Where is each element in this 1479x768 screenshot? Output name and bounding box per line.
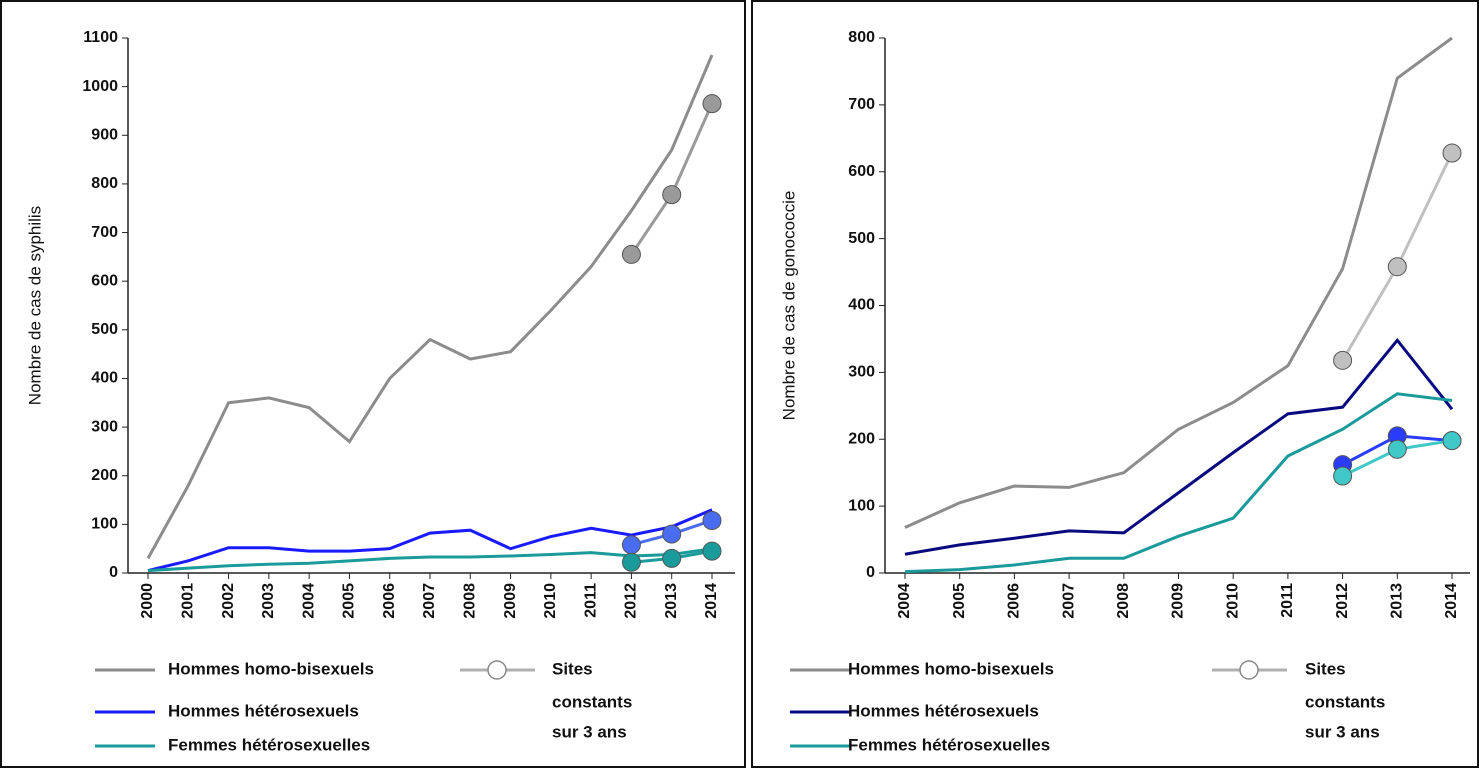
sites-point (662, 185, 682, 205)
x-tick-label: 2009 (502, 583, 519, 619)
x-tick-label: 2004 (300, 583, 317, 619)
x-tick-label: 2010 (542, 583, 559, 619)
legend-label: Hommes hétérosexuels (848, 701, 1039, 720)
sites-point (702, 510, 722, 530)
panel-border (751, 0, 1479, 768)
panel-border (0, 0, 746, 768)
x-tick-label: 2012 (1334, 583, 1351, 619)
y-tick-label: 1100 (83, 29, 118, 46)
x-tick-label: 2005 (341, 583, 358, 619)
x-tick-label: 2010 (1224, 583, 1241, 619)
series-line (146, 54, 714, 560)
y-tick-label: 200 (848, 430, 875, 447)
sites-point (621, 535, 641, 555)
legend-label: constants (1305, 692, 1385, 711)
x-tick-label: 2014 (703, 583, 720, 619)
legend-label: sur 3 ans (1305, 722, 1380, 741)
y-tick-label: 700 (91, 224, 118, 241)
y-tick-label: 100 (91, 516, 118, 533)
x-tick-label: 2007 (421, 583, 438, 619)
legend-marker (1239, 660, 1259, 680)
legend-label: Sites (1305, 659, 1346, 678)
x-tick-label: 2000 (139, 583, 156, 619)
x-tick-label: 2008 (1115, 583, 1132, 619)
sites-line (630, 103, 714, 256)
x-tick-label: 2013 (1389, 583, 1406, 619)
y-tick-label: 400 (91, 370, 118, 387)
sites-point (1333, 350, 1353, 370)
x-tick-label: 2003 (260, 583, 277, 619)
y-tick-label: 500 (848, 230, 875, 247)
x-tick-label: 2014 (1443, 583, 1460, 619)
legend-label: Hommes homo-bisexuels (168, 659, 374, 678)
x-tick-label: 2011 (1279, 583, 1296, 618)
y-axis-label: Nombre de cas de gonococcie (779, 191, 798, 421)
y-tick-label: 0 (866, 564, 875, 581)
y-axis-label: Nombre de cas de syphilis (25, 206, 44, 405)
sites-point (702, 94, 722, 114)
y-tick-label: 300 (848, 364, 875, 381)
legend-label: Hommes homo-bisexuels (848, 659, 1054, 678)
y-tick-label: 0 (109, 564, 118, 581)
y-tick-label: 400 (848, 297, 875, 314)
x-tick-label: 2001 (180, 583, 197, 619)
legend-label: constants (552, 692, 632, 711)
legend-label: sur 3 ans (552, 722, 627, 741)
x-tick-label: 2012 (623, 583, 640, 619)
y-tick-label: 200 (91, 467, 118, 484)
legend-label: Sites (552, 659, 593, 678)
sites-point (1333, 466, 1353, 486)
sites-point (621, 244, 641, 264)
sites-line (1341, 152, 1454, 362)
series-line (904, 36, 1453, 529)
legend-label: Femmes hétérosexuelles (168, 735, 370, 754)
sites-point (662, 524, 682, 544)
series-line (147, 547, 713, 573)
y-tick-label: 100 (848, 497, 875, 514)
sites-point (1442, 431, 1462, 451)
sites-point (662, 548, 682, 568)
sites-point (1387, 257, 1407, 277)
legend-label: Hommes hétérosexuels (168, 701, 359, 720)
y-tick-label: 600 (91, 272, 118, 289)
y-tick-label: 300 (91, 418, 118, 435)
x-tick-label: 2002 (220, 583, 237, 619)
x-tick-label: 2013 (663, 583, 680, 619)
x-tick-label: 2008 (462, 583, 479, 619)
y-tick-label: 900 (91, 126, 118, 143)
x-tick-label: 2006 (1006, 583, 1023, 619)
y-tick-label: 800 (848, 29, 875, 46)
x-tick-label: 2009 (1170, 583, 1187, 619)
y-tick-label: 800 (91, 175, 118, 192)
legend-label: Femmes hétérosexuelles (848, 735, 1050, 754)
series-line (904, 392, 1453, 574)
y-tick-label: 700 (848, 96, 875, 113)
y-tick-label: 1000 (82, 78, 118, 95)
x-tick-label: 2006 (381, 583, 398, 619)
sites-point (1442, 143, 1462, 163)
x-tick-label: 2007 (1060, 583, 1077, 619)
sites-point (702, 541, 722, 561)
sites-point (621, 552, 641, 572)
x-tick-label: 2005 (951, 583, 968, 619)
series-line (904, 337, 1454, 556)
y-tick-label: 500 (91, 321, 118, 338)
legend-marker (487, 660, 507, 680)
y-tick-label: 600 (848, 163, 875, 180)
sites-point (1387, 439, 1407, 459)
series-line (147, 508, 713, 573)
x-tick-label: 2004 (896, 583, 913, 619)
x-tick-label: 2011 (582, 583, 599, 618)
